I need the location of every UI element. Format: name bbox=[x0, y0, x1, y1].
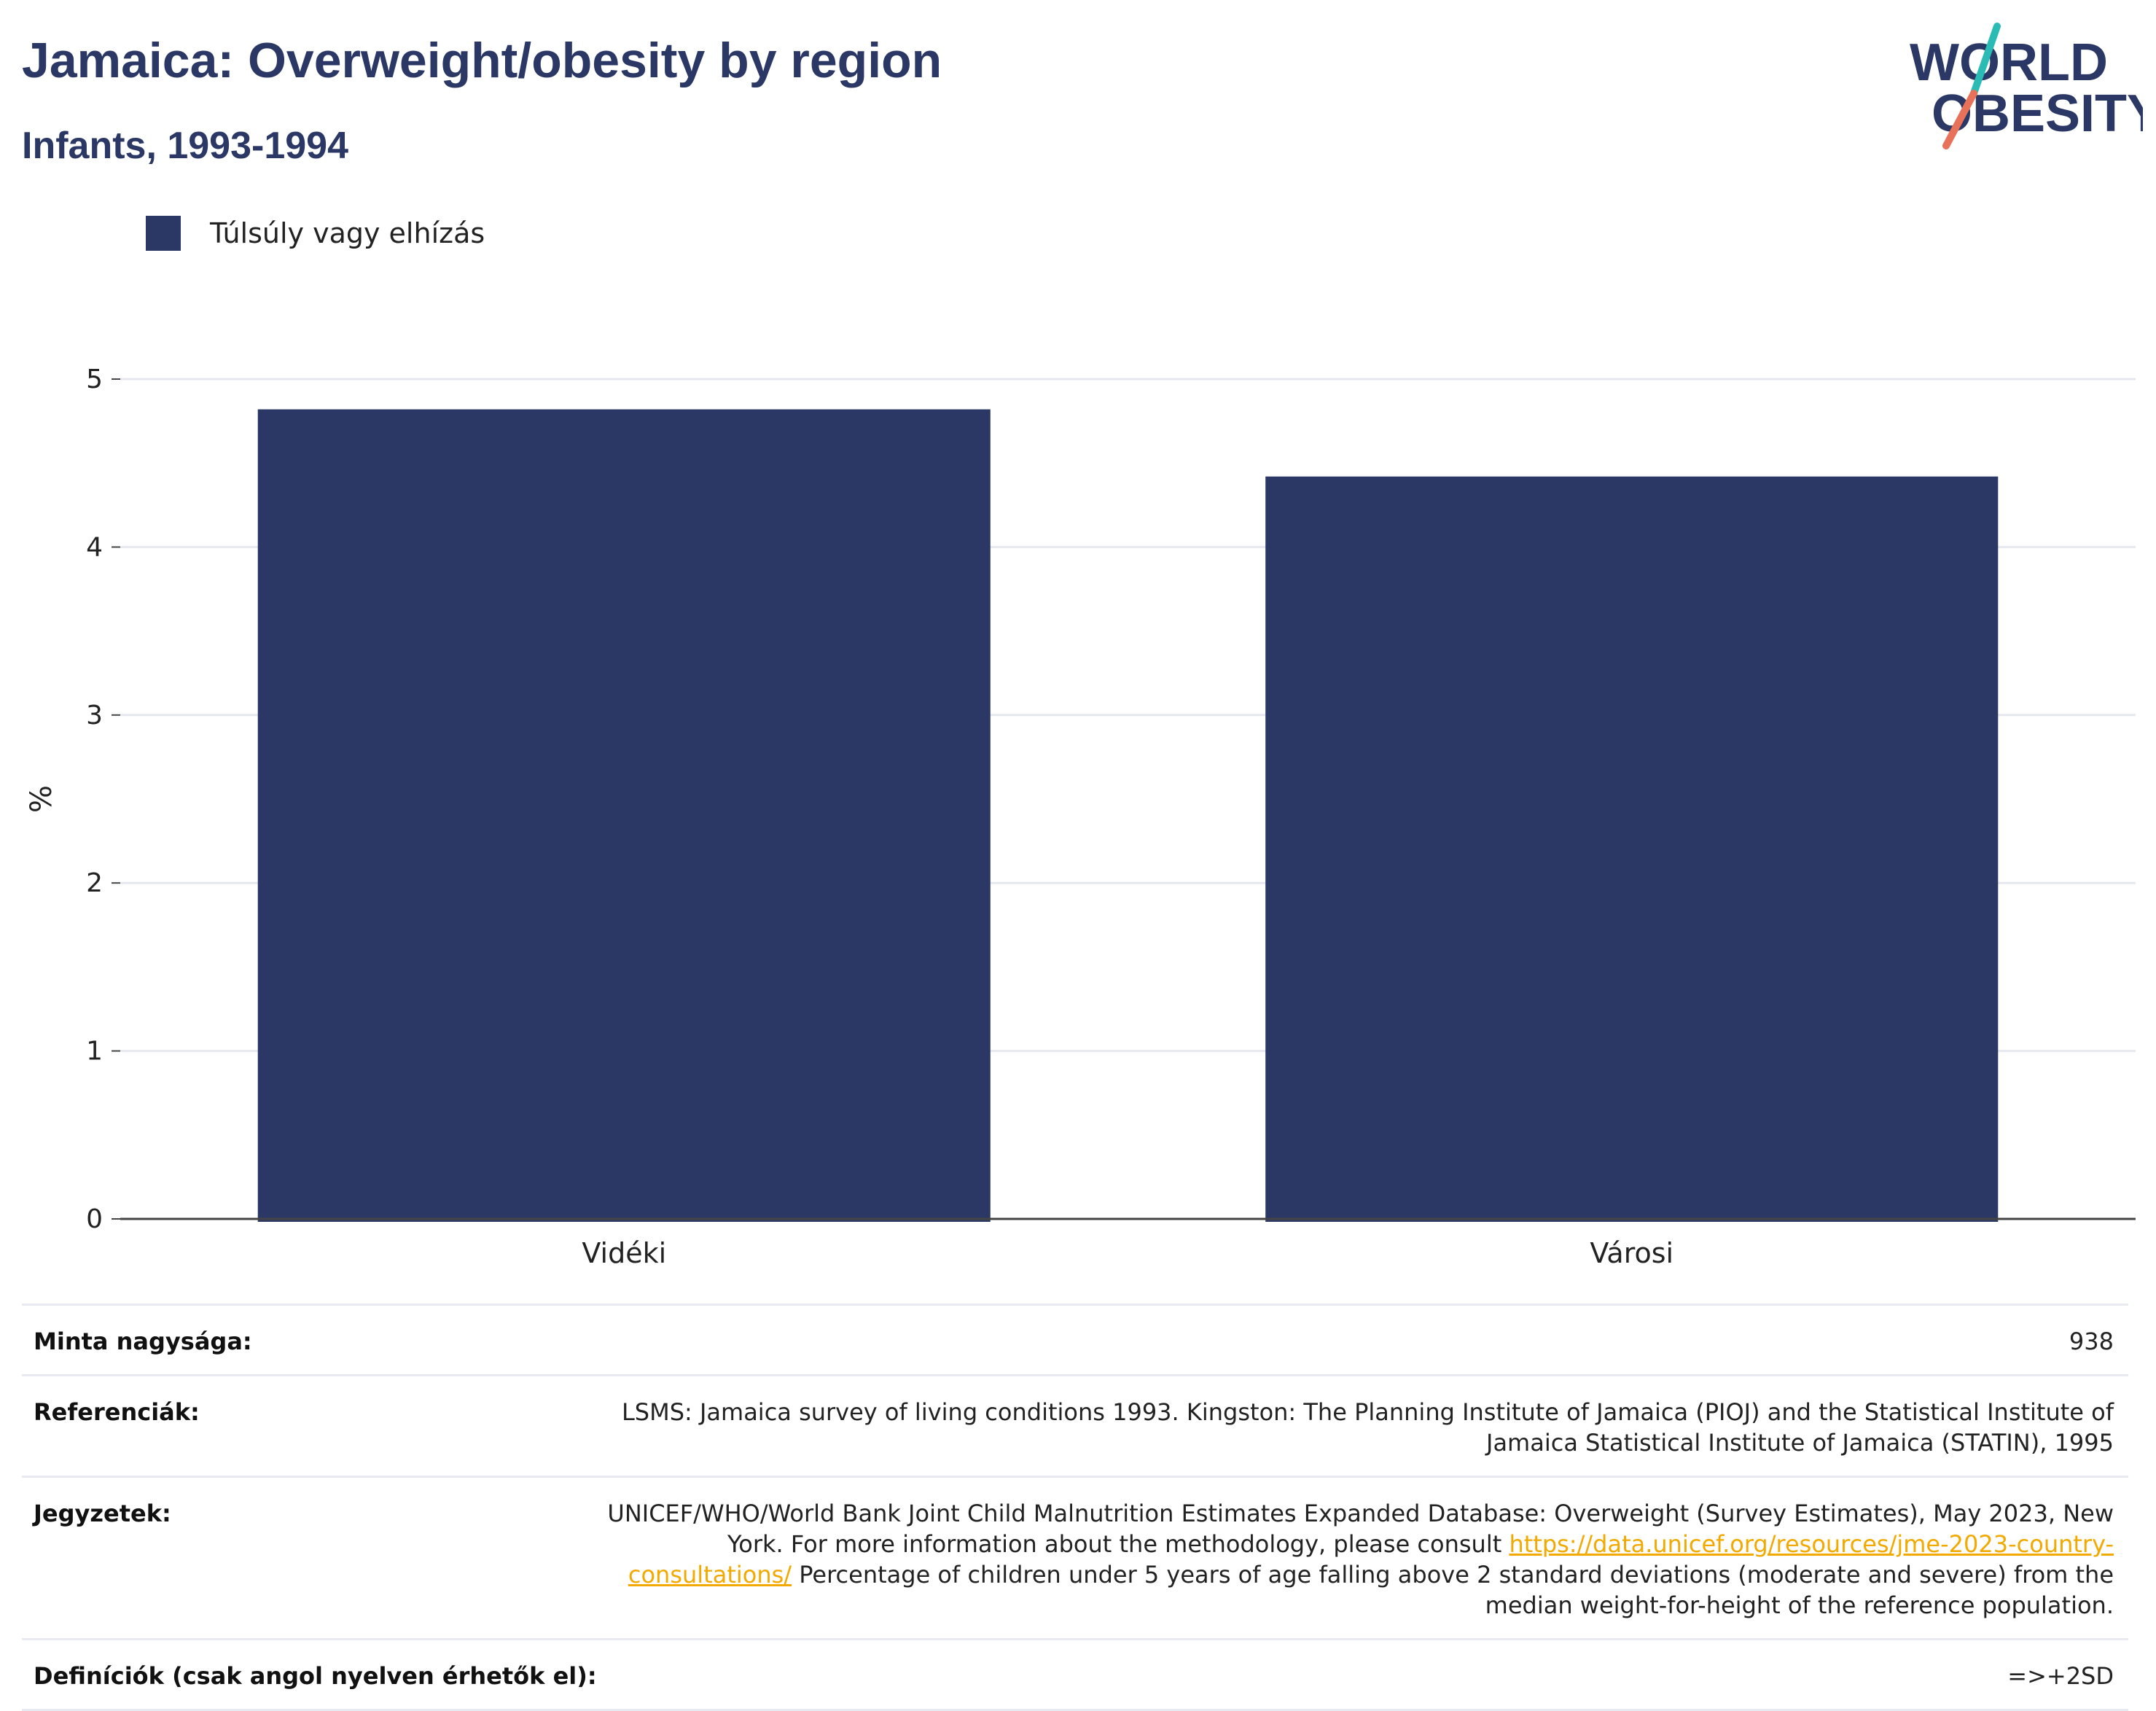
notes-text-1: UNICEF/WHO/World Bank Joint Child Malnut… bbox=[607, 1500, 2114, 1558]
legend-label: Túlsúly vagy elhízás bbox=[210, 217, 485, 249]
definitions-row: Definíciók (csak angol nyelven érhetők e… bbox=[22, 1638, 2128, 1711]
y-tick-label: 2 bbox=[86, 868, 103, 898]
y-tick-label: 1 bbox=[86, 1037, 103, 1067]
references-label: Referenciák: bbox=[34, 1398, 200, 1426]
notes-text-2: Percentage of children under 5 years of … bbox=[792, 1561, 2114, 1619]
bar-2 bbox=[1265, 476, 1999, 1222]
bar-1 bbox=[257, 409, 991, 1223]
metadata-table: Minta nagysága: 938 Referenciák: LSMS: J… bbox=[22, 1303, 2128, 1711]
references-row: Referenciák: LSMS: Jamaica survey of liv… bbox=[22, 1374, 2128, 1476]
x-tick-label: Vidéki bbox=[582, 1237, 666, 1269]
definitions-value: =>+2SD bbox=[2007, 1662, 2114, 1690]
sample-size-value: 938 bbox=[2069, 1328, 2114, 1355]
chart-subtitle: Infants, 1993-1994 bbox=[22, 125, 349, 167]
logo-slash-coral bbox=[1942, 90, 1977, 149]
y-tick-label: 4 bbox=[86, 532, 103, 562]
y-tick-label: 5 bbox=[86, 365, 103, 394]
axes: 0 1 2 3 4 5 Vidéki Városi% bbox=[25, 365, 2136, 1269]
y-tick-label: 0 bbox=[86, 1204, 103, 1234]
y-tick-label: 3 bbox=[86, 701, 103, 730]
world-obesity-logo: WORLD OBESITY bbox=[1910, 23, 2143, 149]
bars bbox=[257, 409, 1999, 1223]
sample-size-row: Minta nagysága: 938 bbox=[22, 1303, 2128, 1374]
notes-label: Jegyzetek: bbox=[34, 1500, 171, 1527]
notes-value: UNICEF/WHO/World Bank Joint Child Malnut… bbox=[583, 1498, 2114, 1621]
legend: Túlsúly vagy elhízás bbox=[146, 216, 485, 251]
sample-size-label: Minta nagysága: bbox=[34, 1328, 252, 1355]
chart-title: Jamaica: Overweight/obesity by region bbox=[22, 33, 942, 88]
logo-slash-teal bbox=[1970, 23, 2001, 97]
notes-row: Jegyzetek: UNICEF/WHO/World Bank Joint C… bbox=[22, 1476, 2128, 1638]
y-axis-label: % bbox=[25, 785, 58, 813]
methodology-link[interactable]: https://data.unicef.org/resources/jme-20… bbox=[628, 1530, 2114, 1589]
bar-chart: 0 1 2 3 4 5 Vidéki Városi% bbox=[25, 365, 2136, 1269]
references-value: LSMS: Jamaica survey of living condition… bbox=[621, 1398, 2114, 1457]
logo-line1: WORLD bbox=[1910, 34, 2108, 92]
x-tick-label: Városi bbox=[1590, 1237, 1673, 1269]
definitions-label: Definíciók (csak angol nyelven érhetők e… bbox=[34, 1662, 597, 1690]
legend-swatch bbox=[146, 216, 181, 251]
